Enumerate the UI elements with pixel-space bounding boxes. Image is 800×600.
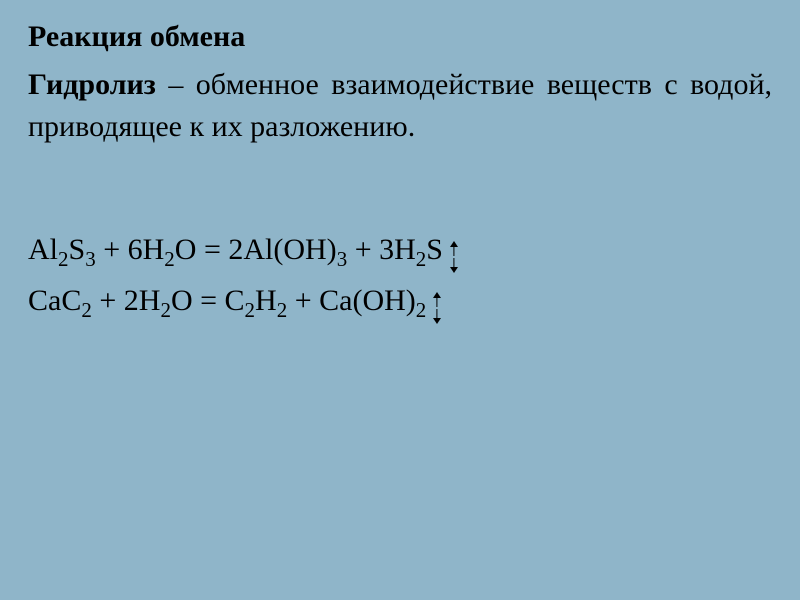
arrow-up-icon (449, 241, 459, 257)
eq-sub: 3 (337, 247, 348, 271)
eq2-text: CaC2 + 2H2O = C2H2 + Ca(OH)2 (28, 275, 426, 326)
eq-sub: 2 (416, 298, 427, 322)
eq-sub: 2 (58, 247, 69, 271)
eq-part: + 3H (347, 233, 416, 266)
eq-part: Al (28, 233, 58, 266)
equations-block: Al2S3 + 6H2O = 2Al(OH)3 + 3H2S CaC2 + 2H… (28, 224, 772, 326)
definition-block: Гидролиз – обменное взаимодействие вещес… (28, 64, 772, 148)
eq-part: + 2H (92, 284, 161, 317)
eq-part: H (255, 284, 277, 317)
definition-term: Гидролиз (28, 68, 156, 101)
arrow-down-icon (449, 257, 459, 273)
eq-sub: 3 (85, 247, 96, 271)
eq-part: + 6H (96, 233, 165, 266)
eq-part: + Ca(OH) (287, 284, 416, 317)
eq-part: CaC (28, 284, 81, 317)
eq-part: S (426, 233, 443, 266)
arrow-down-icon (432, 308, 442, 324)
equation-1: Al2S3 + 6H2O = 2Al(OH)3 + 3H2S (28, 224, 772, 275)
eq-part: S (69, 233, 86, 266)
slide-title: Реакция обмена (28, 20, 772, 54)
eq-sub: 2 (160, 298, 171, 322)
eq1-text: Al2S3 + 6H2O = 2Al(OH)3 + 3H2S (28, 224, 443, 275)
eq-sub: 2 (81, 298, 92, 322)
arrow-up-icon (432, 292, 442, 308)
eq-sub: 2 (245, 298, 256, 322)
eq-sub: 2 (277, 298, 288, 322)
gas-precipitate-arrows-icon (449, 241, 459, 273)
equation-2: CaC2 + 2H2O = C2H2 + Ca(OH)2 (28, 275, 772, 326)
eq-part: O = 2Al(OH) (175, 233, 337, 266)
gas-precipitate-arrows-icon (432, 292, 442, 324)
eq-sub: 2 (416, 247, 427, 271)
eq-sub: 2 (164, 247, 175, 271)
eq-part: O = C (171, 284, 245, 317)
